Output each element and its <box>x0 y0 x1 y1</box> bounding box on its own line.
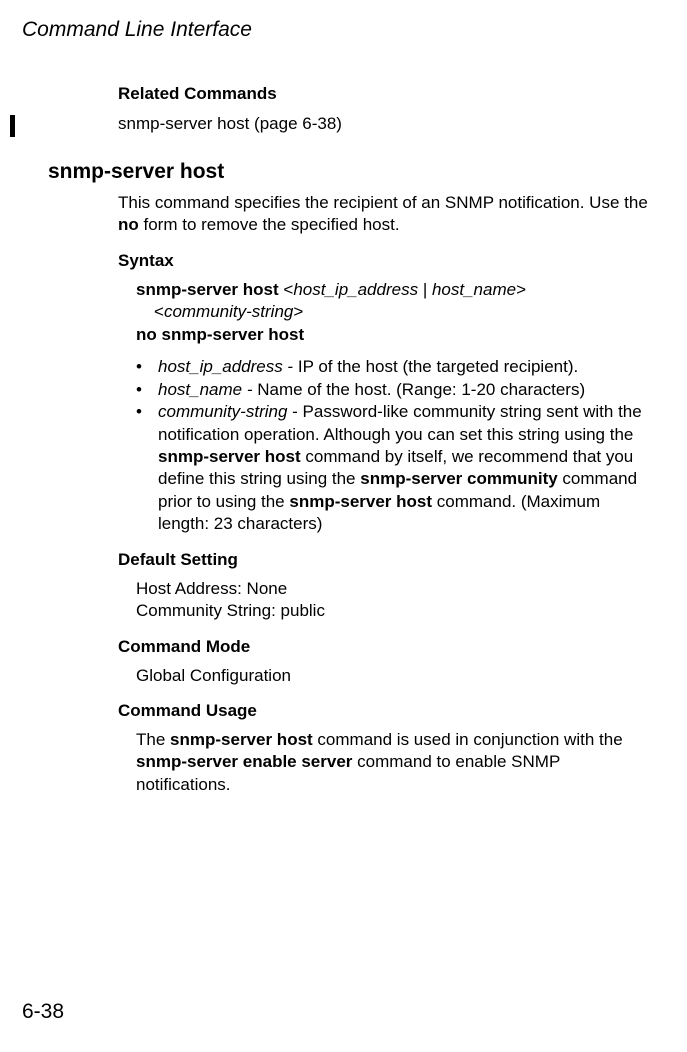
usage-cmd1: snmp-server host <box>170 730 313 749</box>
syntax-lt: < <box>283 280 293 299</box>
syntax-args-list: host_ip_address - IP of the host (the ta… <box>136 356 655 536</box>
related-cmd-ref: (page 6-38) <box>249 114 342 133</box>
arg-hostname: host_name - <box>158 380 257 399</box>
arg-community-cmd1: snmp-server host <box>158 447 301 466</box>
command-usage-heading: Command Usage <box>118 701 655 721</box>
desc-no-keyword: no <box>118 215 139 234</box>
desc-pre: This command specifies the recipient of … <box>118 193 648 212</box>
arg-hostip: host_ip_address <box>158 357 283 376</box>
content-area: Related Commands snmp-server host (page … <box>48 84 655 806</box>
default-host-address: Host Address: None <box>136 578 655 600</box>
syntax-line-3: no snmp-server host <box>136 324 655 346</box>
syntax-line-2: <community-string> <box>154 301 655 323</box>
syntax-gt2: > <box>293 302 303 321</box>
syntax-no-cmd: no snmp-server host <box>136 325 304 344</box>
command-mode-heading: Command Mode <box>118 637 655 657</box>
arg-community: community-string <box>158 402 287 421</box>
default-setting-heading: Default Setting <box>118 550 655 570</box>
syntax-pipe: | <box>418 280 432 299</box>
desc-post: form to remove the specified host. <box>139 215 400 234</box>
page: Command Line Interface Related Commands … <box>0 0 687 1052</box>
arg-hostname-desc: Name of the host. (Range: 1-20 character… <box>257 380 585 399</box>
arg-hostip-desc: - IP of the host (the targeted recipient… <box>283 357 578 376</box>
list-item: community-string - Password-like communi… <box>136 401 655 536</box>
arg-community-cmd3: snmp-server host <box>289 492 432 511</box>
syntax-block: snmp-server host <host_ip_address | host… <box>136 279 655 346</box>
syntax-arg-hostname: host_name <box>432 280 516 299</box>
syntax-heading: Syntax <box>118 251 655 271</box>
list-item: host_name - Name of the host. (Range: 1-… <box>136 379 655 401</box>
related-cmd-name: snmp-server host <box>118 114 249 133</box>
syntax-arg-hostip: host_ip_address <box>293 280 418 299</box>
page-number: 6-38 <box>22 1000 64 1024</box>
syntax-gt: > <box>516 280 526 299</box>
syntax-lt2: < <box>154 302 164 321</box>
syntax-arg-community: community-string <box>164 302 293 321</box>
change-bar <box>10 115 15 137</box>
command-title: snmp-server host <box>48 160 655 184</box>
related-command-line: snmp-server host (page 6-38) <box>118 114 655 134</box>
running-header: Command Line Interface <box>22 18 252 42</box>
syntax-cmd: snmp-server host <box>136 280 283 299</box>
default-setting-block: Host Address: None Community String: pub… <box>136 578 655 623</box>
command-description: This command specifies the recipient of … <box>118 192 655 237</box>
related-commands-heading: Related Commands <box>118 84 655 104</box>
usage-mid1: command is used in conjunction with the <box>313 730 623 749</box>
syntax-line-1: snmp-server host <host_ip_address | host… <box>136 279 655 301</box>
usage-pre: The <box>136 730 170 749</box>
command-mode-value: Global Configuration <box>136 665 655 687</box>
arg-community-cmd2: snmp-server community <box>360 469 557 488</box>
usage-cmd2: snmp-server enable server <box>136 752 352 771</box>
default-community-string: Community String: public <box>136 600 655 622</box>
list-item: host_ip_address - IP of the host (the ta… <box>136 356 655 378</box>
command-usage-text: The snmp-server host command is used in … <box>136 729 655 796</box>
